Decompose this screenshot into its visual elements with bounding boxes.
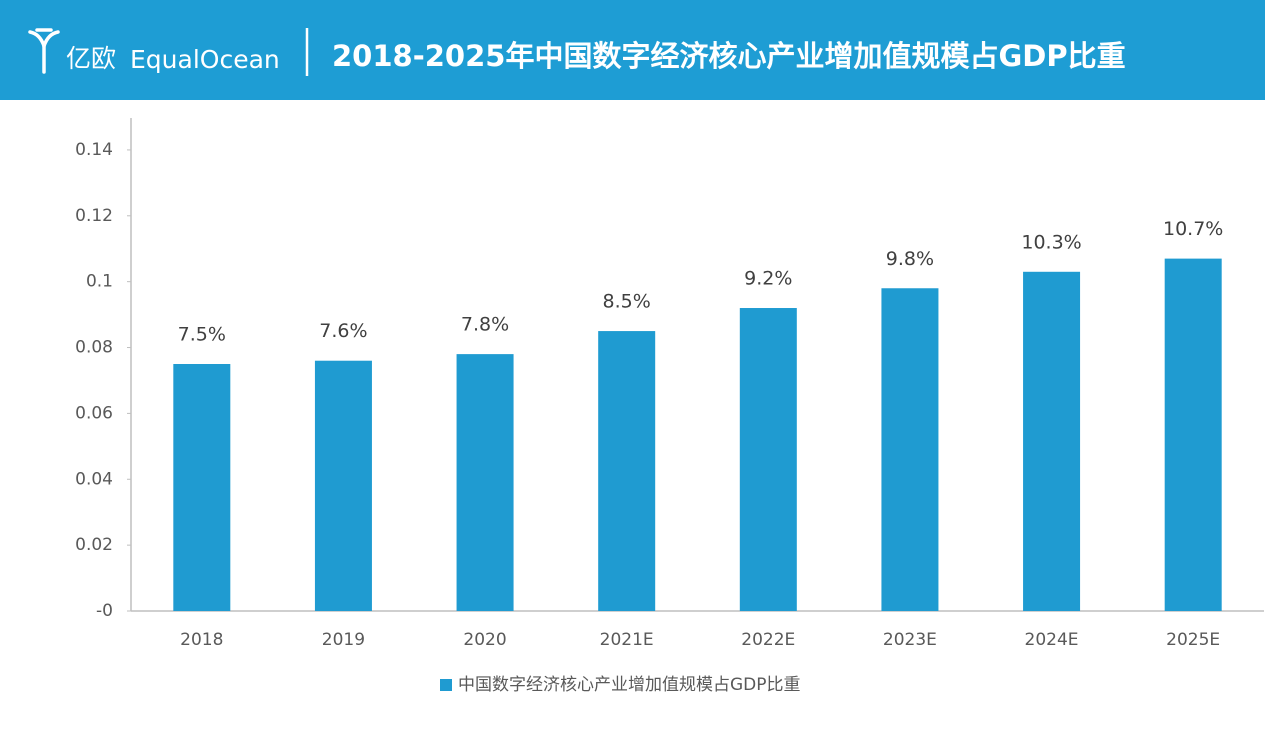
value-label: 8.5% bbox=[603, 291, 651, 313]
y-tick-label: 0.14 bbox=[75, 140, 113, 160]
bar bbox=[456, 354, 514, 611]
legend-swatch bbox=[440, 679, 452, 691]
x-tick-label: 2024E bbox=[1025, 630, 1079, 650]
y-tick-label: -0 bbox=[96, 601, 113, 621]
x-tick-label: 2018 bbox=[180, 630, 223, 650]
value-label: 9.8% bbox=[886, 248, 934, 270]
chart-title: 2018-2025年中国数字经济核心产业增加值规模占GDP比重 bbox=[332, 39, 1126, 73]
bar bbox=[881, 288, 939, 611]
y-tick-label: 0.08 bbox=[75, 338, 113, 358]
logo-icon bbox=[28, 28, 60, 74]
brand-cn: 亿欧 bbox=[66, 44, 116, 73]
value-label: 7.5% bbox=[178, 324, 226, 346]
y-tick-label: 0.06 bbox=[75, 403, 113, 423]
value-label: 7.6% bbox=[319, 320, 367, 342]
x-tick-label: 2021E bbox=[600, 630, 654, 650]
value-label: 10.3% bbox=[1021, 231, 1081, 253]
bar bbox=[739, 308, 797, 611]
bar bbox=[1164, 258, 1222, 611]
brand-en: EqualOcean bbox=[130, 45, 280, 74]
x-tick-label: 2019 bbox=[322, 630, 365, 650]
x-tick-label: 2020 bbox=[463, 630, 506, 650]
header-bar bbox=[0, 0, 1265, 100]
y-tick-label: 0.04 bbox=[75, 469, 113, 489]
legend-label: 中国数字经济核心产业增加值规模占GDP比重 bbox=[458, 675, 801, 695]
bar bbox=[314, 360, 372, 611]
value-label: 10.7% bbox=[1163, 218, 1223, 240]
y-tick-label: 0.02 bbox=[75, 535, 113, 555]
y-tick-label: 0.1 bbox=[86, 272, 113, 292]
value-label: 9.2% bbox=[744, 268, 792, 290]
value-label: 7.8% bbox=[461, 314, 509, 336]
y-tick-label: 0.12 bbox=[75, 206, 113, 226]
bar bbox=[598, 331, 656, 611]
x-tick-label: 2022E bbox=[741, 630, 795, 650]
bar bbox=[173, 364, 231, 611]
bar bbox=[1023, 271, 1081, 611]
x-tick-label: 2025E bbox=[1166, 630, 1220, 650]
x-tick-label: 2023E bbox=[883, 630, 937, 650]
